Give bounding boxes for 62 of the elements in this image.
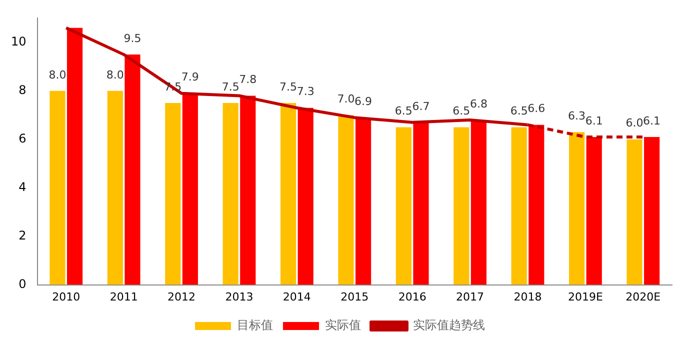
legend-label: 实际值趋势线 [413,318,485,332]
x-tick-label: 2012 [168,290,196,304]
y-tick-label: 0 [18,276,26,291]
x-tick-label: 2014 [282,290,311,304]
data-label: 9.5 [124,32,142,45]
data-label: 6.1 [643,114,661,128]
y-tick-label: 8 [18,83,26,98]
x-tick-label: 2010 [52,290,80,304]
x-tick-label: 2015 [340,290,369,304]
data-label: 7.5 [222,80,240,94]
bar [569,132,585,285]
data-label: 7.9 [181,70,199,84]
bar [396,127,412,285]
data-label: 6.6 [528,102,546,116]
bar [413,122,429,285]
bar [280,103,296,285]
bar [66,28,83,285]
y-tick-label: 6 [18,132,26,146]
data-label: 6.8 [470,97,488,110]
bar [338,115,354,285]
bar [454,127,470,285]
data-label: 8.0 [48,68,66,82]
bar [50,90,66,285]
data-label: 7.3 [296,85,314,98]
bar [528,124,544,285]
bar [222,103,238,285]
data-label: 7.5 [280,80,298,94]
data-label: 6.5 [394,104,412,118]
bar [107,90,123,285]
bar [586,136,602,285]
data-label: 8.0 [106,68,124,82]
data-label: 6.1 [585,114,603,128]
bar [298,108,314,285]
y-tick-label: 2 [18,228,26,242]
data-label: 6.5 [510,104,528,118]
x-tick-label: 2018 [514,290,542,304]
bar [182,93,198,285]
x-tick-label: 2011 [110,290,138,304]
legend-label: 实际值 [325,318,361,332]
y-tick-label: 10 [10,34,26,49]
bar [626,139,642,285]
x-tick-label: 2016 [398,290,426,304]
bar [124,54,140,285]
bar [356,118,372,285]
data-label: 6.5 [452,104,470,118]
data-label: 6.0 [626,116,644,130]
bar [240,96,256,285]
bar [644,136,660,285]
x-tick-label: 2013 [225,290,254,304]
y-tick-label: 4 [18,180,26,194]
x-tick-label: 2020E [626,290,661,304]
data-label: 6.7 [412,100,430,113]
x-tick-label: 2019E [568,290,603,304]
data-label: 6.9 [354,94,372,108]
legend-label: 目标值 [237,318,273,332]
data-label: 7.8 [239,73,257,86]
data-label: 7.0 [337,92,355,106]
data-label: 6.3 [568,109,586,122]
bar [511,127,527,285]
bar [470,120,486,285]
bar [165,103,181,285]
x-tick-label: 2017 [456,290,484,304]
